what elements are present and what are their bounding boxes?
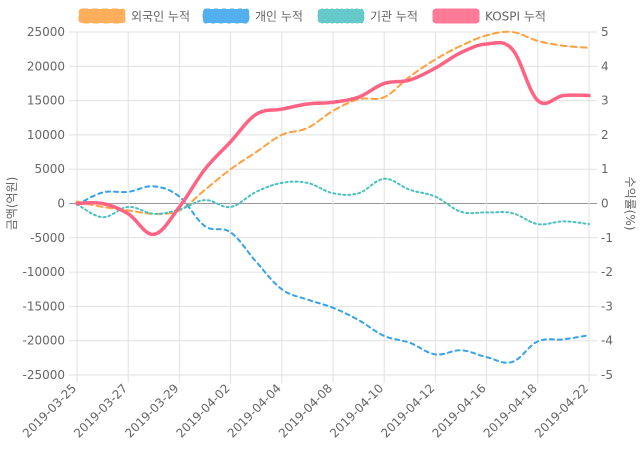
x-tick-label: 2019-03-25 <box>20 381 79 440</box>
y-right-tick-label: -3 <box>601 299 613 313</box>
y-right-tick-label: -2 <box>601 265 613 279</box>
x-tick-label: 2019-04-04 <box>225 381 284 440</box>
y-right-tick-label: 1 <box>601 162 609 176</box>
legend-label: 개인 누적 <box>255 10 303 24</box>
legend-swatch <box>202 8 250 24</box>
y-left-tick-label: -10000 <box>22 265 65 279</box>
x-tick-label: 2019-04-02 <box>174 381 233 440</box>
legend[interactable]: 외국인 누적 개인 누적 기관 누적 KOSPI 누적 <box>78 8 546 24</box>
y-right-tick-label: -1 <box>601 231 613 245</box>
legend-item-4[interactable]: KOSPI 누적 <box>432 8 546 24</box>
y-left-tick-label: -25000 <box>22 368 65 382</box>
y-left-tick-label: 10000 <box>27 128 65 142</box>
legend-label: 기관 누적 <box>370 10 418 24</box>
y-left-tick-label: -5000 <box>30 231 65 245</box>
y-right-tick-label: 4 <box>601 59 609 73</box>
y-right-tick-label: 2 <box>601 128 609 142</box>
x-tick-label: 2019-04-12 <box>378 381 437 440</box>
x-tick-label: 2019-03-27 <box>71 381 130 440</box>
x-tick-label: 2019-04-08 <box>276 381 335 440</box>
grid-lines <box>69 31 597 383</box>
series-line-4 <box>75 40 591 237</box>
x-tick-label: 2019-04-16 <box>430 381 489 440</box>
legend-item-1[interactable]: 외국인 누적 <box>78 8 190 24</box>
legend-label: KOSPI 누적 <box>485 10 546 24</box>
legend-item-2[interactable]: 개인 누적 <box>202 8 303 24</box>
legend-item-3[interactable]: 기관 누적 <box>317 8 418 24</box>
legend-swatch <box>78 8 126 24</box>
y-right-tick-label: 3 <box>601 94 609 108</box>
y-left-axis-title: 금액(억원) <box>5 177 19 231</box>
x-tick-label: 2019-03-29 <box>122 381 181 440</box>
legend-swatch <box>317 8 365 24</box>
series-lines <box>75 30 591 364</box>
x-tick-label: 2019-04-18 <box>481 381 540 440</box>
y-right-tick-label: -4 <box>601 334 613 348</box>
series-line-3 <box>76 177 590 226</box>
y-right-tick-label: 0 <box>601 197 609 211</box>
y-left-tick-label: 15000 <box>27 94 65 108</box>
y-left-tick-label: -20000 <box>22 334 65 348</box>
legend-swatch <box>432 8 480 24</box>
y-left-tick-label: -15000 <box>22 299 65 313</box>
y-left-tick-label: 25000 <box>27 25 65 39</box>
y-left-tick-label: 20000 <box>27 59 65 73</box>
y-right-tick-label: 5 <box>601 25 609 39</box>
series-line-2 <box>76 185 590 364</box>
legend-label: 외국인 누적 <box>131 10 190 24</box>
axes: -25000 -5 -20000 -4 -15000 -3 -10000 -2 -5000 -1 0… <box>5 25 637 440</box>
x-tick-label: 2019-04-10 <box>327 381 386 440</box>
x-tick-label: 2019-04-22 <box>532 381 591 440</box>
y-right-tick-label: -5 <box>601 368 613 382</box>
y-right-axis-title: 수익률(%) <box>623 177 637 231</box>
y-left-tick-label: 0 <box>57 197 65 211</box>
y-left-tick-label: 5000 <box>34 162 65 176</box>
